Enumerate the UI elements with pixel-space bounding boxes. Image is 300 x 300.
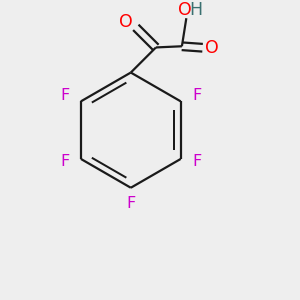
Text: H: H [189, 1, 202, 19]
Text: F: F [60, 154, 69, 169]
Text: O: O [178, 1, 192, 19]
Text: O: O [206, 39, 219, 57]
Text: O: O [119, 13, 133, 31]
Text: F: F [126, 196, 135, 211]
Text: F: F [192, 88, 202, 103]
Text: F: F [60, 88, 69, 103]
Text: F: F [192, 154, 202, 169]
